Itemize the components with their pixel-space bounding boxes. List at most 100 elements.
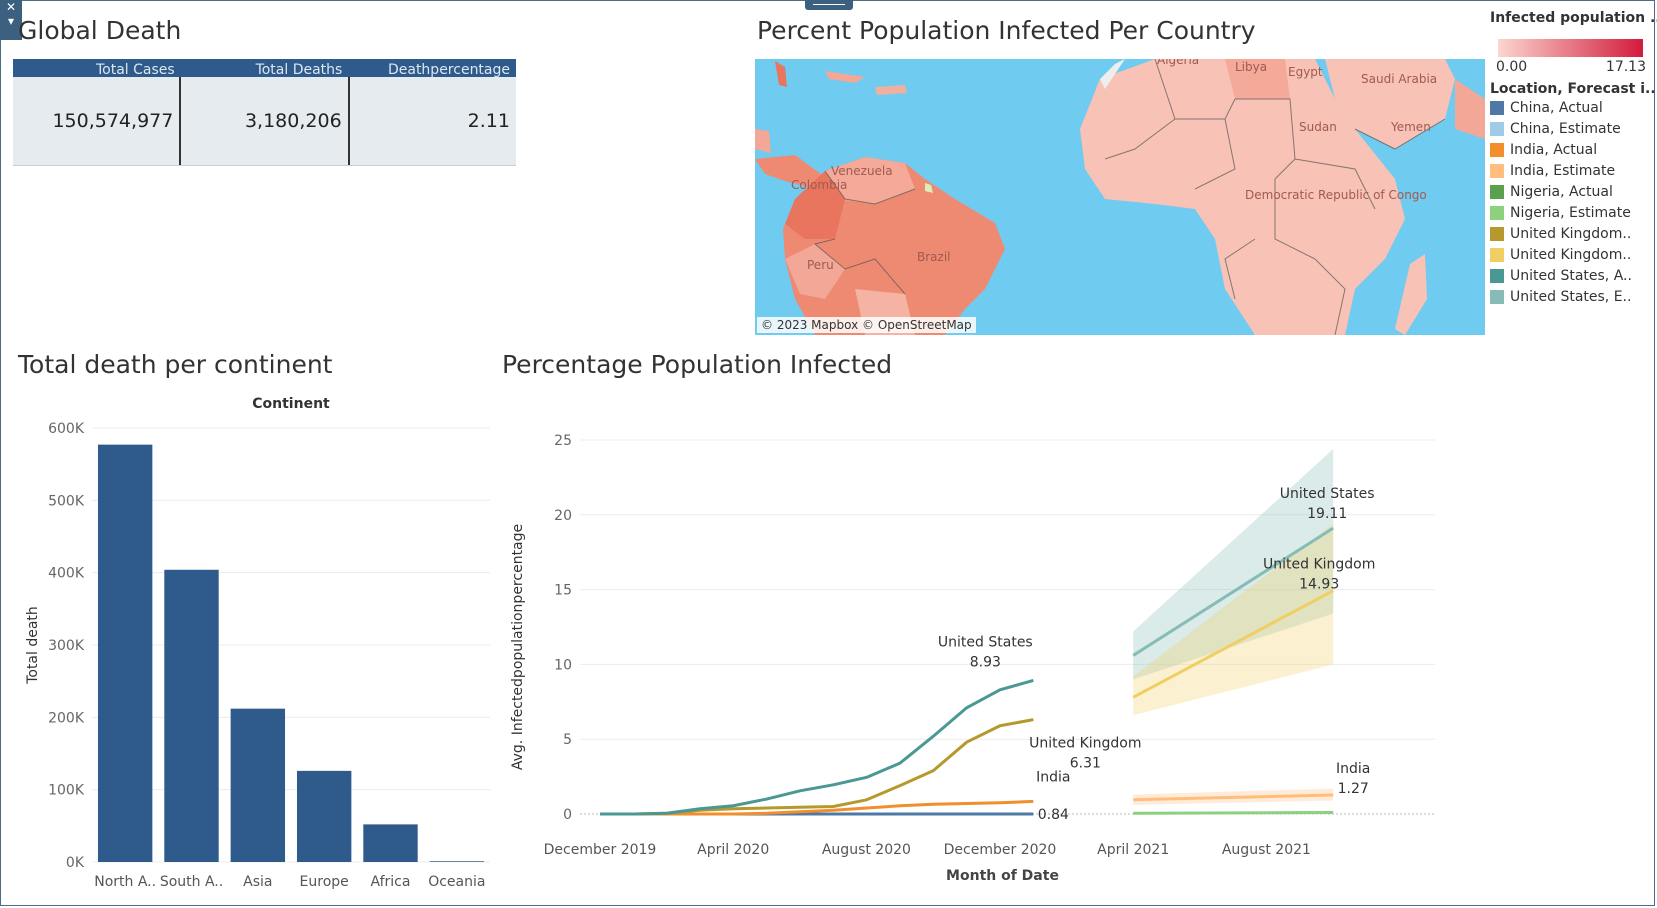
y-tick-label: 100K — [48, 783, 85, 799]
legend-color-title[interactable]: Infected population .. — [1490, 10, 1657, 26]
data-label[interactable]: India 0.84 — [1036, 769, 1070, 823]
y-tick-label: 0K — [66, 855, 85, 871]
infected-line-chart[interactable]: 0 5 10 15 20 25 December 2019 April 2020 August … — [500, 410, 1490, 900]
legend-item[interactable]: Nigeria, Estimate — [1490, 202, 1657, 223]
map-country[interactable] — [925, 183, 933, 193]
map-attribution[interactable]: © 2023 Mapbox © OpenStreetMap — [757, 317, 976, 333]
map-country[interactable] — [1080, 59, 1405, 335]
legend-item[interactable]: United Kingdom.. — [1490, 244, 1657, 265]
map-country[interactable] — [755, 129, 771, 153]
continent-bar-chart[interactable]: Continent 0K 100K 200K 300K 400K 500K 600K Total… — [0, 390, 500, 900]
map-label-yemen: Yemen — [1390, 120, 1431, 134]
bar-oceania[interactable] — [429, 861, 485, 862]
data-label-value: 19.11 — [1307, 506, 1347, 522]
x-tick-label: Oceania — [428, 874, 485, 890]
header-total-cases[interactable]: Total Cases — [95, 62, 175, 77]
map-label-libya: Libya — [1235, 60, 1267, 74]
data-label-name: United States — [1280, 486, 1375, 502]
legend-item[interactable]: India, Estimate — [1490, 160, 1657, 181]
series-line-united-states[interactable] — [600, 678, 1034, 816]
y-axis-label: Total death — [25, 606, 41, 685]
x-tick-label: North A.. — [94, 874, 156, 890]
x-tick-label: December 2020 — [944, 842, 1057, 858]
map-country-peru[interactable] — [785, 244, 845, 299]
bar-southa[interactable] — [164, 569, 219, 862]
forecast-band-united-kingdom[interactable] — [1133, 523, 1334, 716]
x-tick-label: April 2021 — [1097, 842, 1169, 858]
legend-location-title[interactable]: Location, Forecast i.. — [1490, 81, 1656, 97]
infection-map[interactable]: Algeria Libya Egypt Saudi Arabia Yemen S… — [755, 59, 1485, 335]
map-label-brazil: Brazil — [917, 250, 951, 264]
data-label-name: United Kingdom — [1029, 736, 1141, 752]
legend-swatch — [1490, 121, 1504, 136]
bar-northa[interactable] — [97, 444, 153, 862]
data-label[interactable]: India 1.27 — [1336, 761, 1370, 797]
value-total-deaths[interactable]: 3,180,206 — [179, 77, 347, 165]
legend-item[interactable]: China, Estimate — [1490, 118, 1657, 139]
map-country[interactable] — [875, 85, 907, 95]
forecast-line-united-kingdom[interactable] — [1132, 589, 1334, 699]
value-total-cases[interactable]: 150,574,977 — [52, 110, 174, 132]
data-label-value: 14.93 — [1299, 577, 1339, 593]
y-tick-label: 600K — [48, 421, 85, 437]
map-canvas[interactable]: Algeria Libya Egypt Saudi Arabia Yemen S… — [755, 59, 1485, 335]
data-label[interactable]: United Kingdom 6.31 — [1029, 736, 1141, 772]
bar-europe[interactable] — [296, 770, 352, 862]
gradient-min: 0.00 — [1496, 59, 1528, 75]
map-country[interactable] — [755, 155, 825, 189]
data-label[interactable]: United Kingdom 14.93 — [1263, 557, 1375, 593]
header-total-deaths[interactable]: Total Deaths — [255, 62, 343, 77]
legend-swatch — [1490, 289, 1504, 304]
map-label-drc: Democratic Republic of Congo — [1245, 188, 1427, 202]
series-line-united-kingdom[interactable] — [600, 718, 1034, 816]
data-label[interactable]: United States 8.93 — [938, 634, 1033, 670]
legend-item[interactable]: United States, E.. — [1490, 286, 1657, 307]
forecast-line-united-states[interactable] — [1132, 526, 1335, 657]
legend-items: China, Actual China, Estimate India, Actua… — [1490, 97, 1657, 307]
legend-swatch — [1490, 184, 1504, 199]
y-tick-label: 20 — [554, 508, 572, 524]
legend-swatch — [1490, 268, 1504, 283]
close-icon[interactable]: ✕ — [5, 0, 17, 14]
map-country-colombia[interactable] — [785, 171, 845, 239]
forecast-line-nigeria[interactable] — [1133, 811, 1334, 815]
table-header-row: Total Cases Total Deaths Deathpercentage — [13, 59, 516, 77]
legend-item-label: India, Estimate — [1510, 162, 1616, 179]
data-label-name: India — [1036, 769, 1070, 785]
map-country-libya[interactable] — [1225, 59, 1290, 99]
header-death-percentage[interactable]: Deathpercentage — [387, 62, 511, 77]
forecast-band-united-states[interactable] — [1133, 448, 1334, 680]
x-tick-label: August 2021 — [1222, 842, 1311, 858]
chevron-down-icon[interactable]: ▾ — [7, 14, 15, 28]
legend-item-label: United Kingdom.. — [1510, 246, 1632, 263]
value-death-percentage[interactable]: 2.11 — [347, 77, 516, 165]
x-tick-label: December 2019 — [544, 842, 657, 858]
map-label-sudan: Sudan — [1299, 120, 1337, 134]
map-borders — [813, 59, 1446, 335]
legend-item[interactable]: Nigeria, Actual — [1490, 181, 1657, 202]
map-country[interactable] — [1395, 254, 1427, 335]
close-menu-control[interactable]: ✕ ▾ — [0, 0, 22, 40]
y-tick-label: 400K — [48, 566, 85, 582]
y-tick-label: 25 — [554, 433, 572, 449]
bar-asia[interactable] — [230, 708, 286, 862]
drag-handle[interactable] — [805, 0, 853, 10]
legend-item[interactable]: India, Actual — [1490, 139, 1657, 160]
map-country[interactable] — [1455, 79, 1485, 139]
legend-item[interactable]: China, Actual — [1490, 97, 1657, 118]
map-label-egypt: Egypt — [1288, 65, 1323, 79]
forecast-line-india[interactable] — [1133, 793, 1334, 802]
legend-item[interactable]: United States, A.. — [1490, 265, 1657, 286]
map-country-saudi-arabia[interactable] — [1325, 59, 1455, 149]
map-country[interactable] — [775, 61, 787, 87]
map-country[interactable] — [1100, 59, 1125, 89]
bar-africa[interactable] — [363, 824, 418, 862]
legend-item-label: India, Actual — [1510, 141, 1598, 158]
data-label[interactable]: United States 19.11 — [1280, 486, 1375, 522]
map-country[interactable] — [825, 71, 865, 83]
map-country-venezuela[interactable] — [825, 157, 915, 204]
legend-item-label: China, Estimate — [1510, 120, 1621, 137]
global-death-table[interactable]: Total Cases Total Deaths Deathpercentage… — [13, 59, 516, 166]
legend-item[interactable]: United Kingdom.. — [1490, 223, 1657, 244]
y-tick-label: 200K — [48, 710, 85, 726]
